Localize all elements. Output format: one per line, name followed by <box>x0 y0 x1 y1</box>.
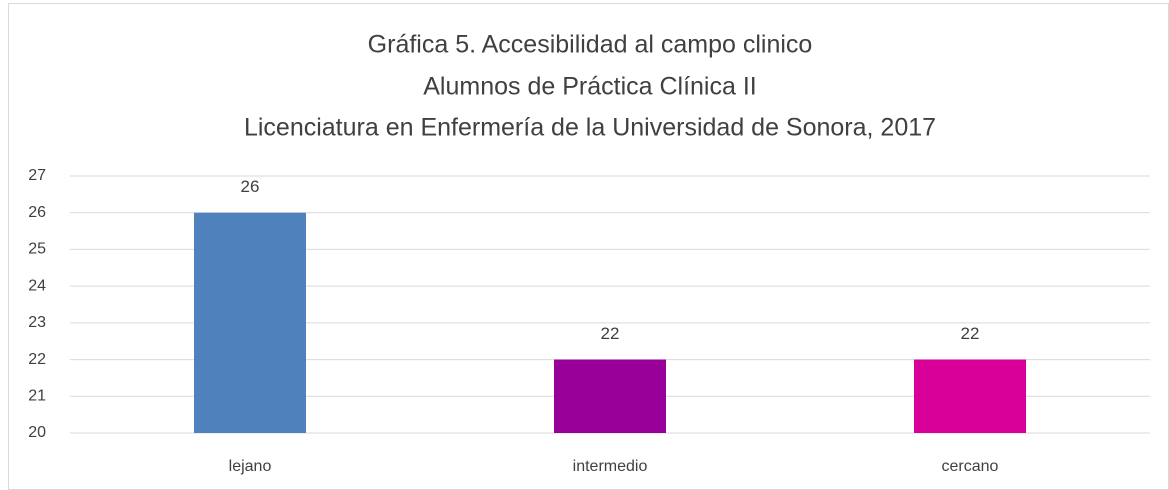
data-label: 26 <box>241 177 260 196</box>
y-tick-label: 20 <box>28 424 46 441</box>
data-label: 22 <box>601 324 620 343</box>
y-tick-label: 25 <box>28 241 46 258</box>
bar <box>194 212 306 433</box>
x-tick-label: cercano <box>942 458 999 475</box>
chart-title: Gráfica 5. Accesibilidad al campo clinic… <box>368 31 813 59</box>
x-tick-label: lejano <box>229 458 272 475</box>
chart-subtitle: Licenciatura en Enfermería de la Univers… <box>244 114 936 142</box>
y-tick-label: 26 <box>28 204 46 221</box>
y-tick-label: 23 <box>28 314 46 331</box>
bar <box>554 359 666 433</box>
y-tick-label: 22 <box>28 351 46 368</box>
data-label: 22 <box>961 324 980 343</box>
y-tick-label: 24 <box>28 277 46 294</box>
y-tick-label: 27 <box>28 167 46 184</box>
bar <box>914 359 1026 433</box>
y-tick-label: 21 <box>28 388 46 405</box>
chart-subtitle: Alumnos de Práctica Clínica II <box>423 73 756 101</box>
x-tick-label: intermedio <box>573 458 648 475</box>
